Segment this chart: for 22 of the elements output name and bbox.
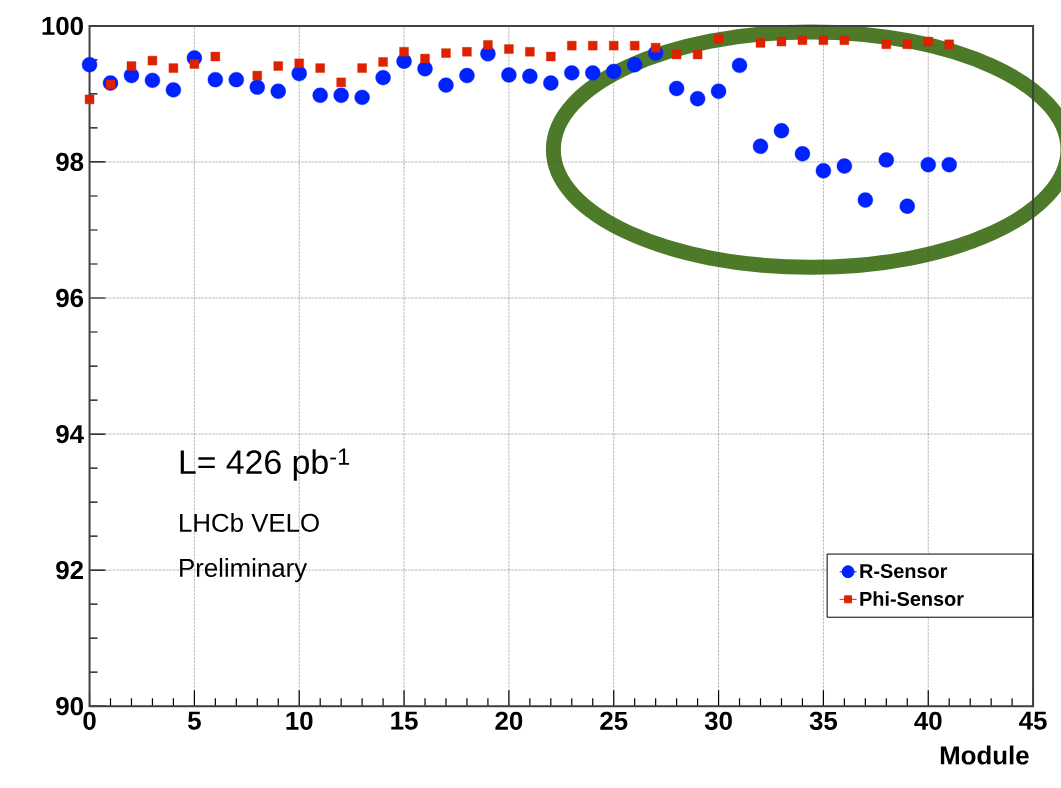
- y-tick-label: 96: [56, 288, 84, 308]
- annotation: Preliminary: [180, 558, 308, 583]
- x-tick-label: 40: [914, 711, 942, 730]
- legend-label: R-Sensor: [860, 564, 948, 579]
- x-tick-label: 45: [1019, 711, 1047, 730]
- x-tick-label: 35: [809, 711, 838, 731]
- annotation: LHCb VELO: [180, 513, 319, 532]
- y-tick-label: 94: [56, 424, 84, 444]
- y-tick-label: 92: [56, 560, 83, 580]
- x-tick-label: 5: [187, 711, 201, 730]
- x-tick-label: 15: [391, 711, 418, 730]
- y-tick-label: 98: [56, 152, 84, 172]
- y-tick-label: 90: [56, 697, 83, 716]
- legend-label: Phi-Sensor: [860, 591, 964, 606]
- x-tick-label: 30: [704, 711, 732, 731]
- x-tick-label: 25: [600, 711, 628, 730]
- x-tick-label: 0: [83, 711, 96, 730]
- annotation: L= 426 pb$^{-1}$: [180, 448, 350, 481]
- x-axis-title: Module: [940, 745, 1029, 765]
- y-tick-label: 100: [42, 16, 83, 36]
- x-tick-label: 10: [286, 711, 313, 730]
- x-tick-label: 20: [495, 711, 523, 730]
